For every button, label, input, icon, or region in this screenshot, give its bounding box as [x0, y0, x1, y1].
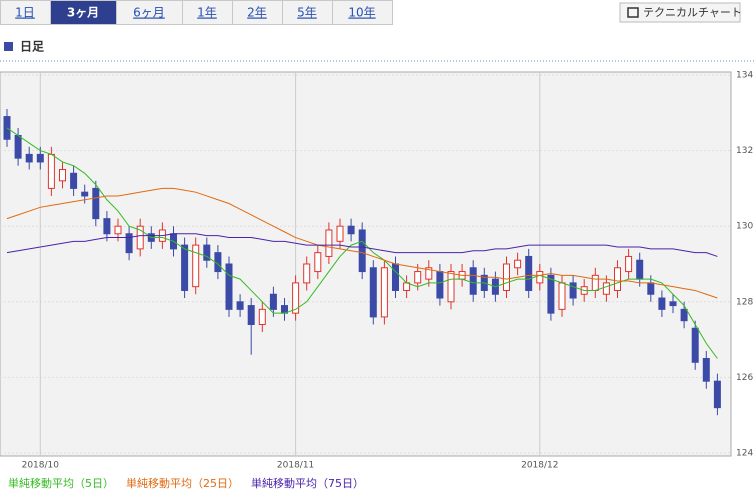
candle-body: [503, 263, 510, 291]
candle-body: [558, 282, 566, 310]
candle-body: [36, 153, 44, 163]
candle-body: [680, 308, 688, 322]
candle-body: [292, 282, 300, 314]
candle-body: [547, 274, 555, 314]
candle-body: [236, 301, 244, 310]
candle-body: [25, 153, 33, 163]
tab[interactable]: [232, 0, 283, 25]
button-icon: [627, 7, 639, 18]
candle-body: [269, 293, 277, 310]
tab-label[interactable]: 10年: [348, 6, 375, 20]
candle-body: [514, 259, 522, 269]
technical-button[interactable]: [619, 2, 741, 23]
candle-body: [647, 282, 655, 295]
y-tick-label: 126: [736, 373, 753, 383]
candle-body: [614, 267, 621, 291]
candle-body: [114, 225, 122, 235]
candle-body: [436, 271, 444, 299]
candle-body: [636, 259, 644, 280]
candle-body: [92, 187, 100, 220]
candle-body: [447, 271, 455, 303]
tab[interactable]: [116, 0, 183, 25]
candle-body: [469, 267, 477, 295]
candle-body: [181, 244, 189, 291]
candle-body: [103, 218, 111, 235]
ma-line: [6, 233, 718, 257]
legend-entry: 単純移動平均（25日）: [126, 476, 239, 490]
candle-body: [192, 244, 200, 288]
candle-body: [203, 244, 211, 261]
candle-body: [303, 263, 311, 284]
candle-body: [591, 274, 599, 291]
candle-body: [602, 282, 610, 295]
candle-body: [81, 191, 89, 197]
candle-body: [347, 225, 355, 235]
x-tick-label: 2018/12: [521, 461, 558, 471]
candle-body: [369, 267, 377, 318]
tab-label[interactable]: 1日: [15, 6, 35, 20]
candle-body: [569, 282, 577, 299]
candle-body: [414, 271, 422, 284]
tab[interactable]: [50, 0, 117, 25]
candle-body: [125, 233, 133, 254]
candle-body: [358, 229, 366, 273]
y-tick-label: 130: [736, 222, 753, 232]
candle-body: [225, 263, 233, 310]
candle-body: [70, 172, 78, 189]
x-tick-label: 2018/10: [22, 461, 60, 471]
tab-label[interactable]: 1年: [197, 6, 217, 20]
y-tick-label: 134: [736, 71, 753, 81]
tab-label[interactable]: 2年: [247, 6, 267, 20]
button-label[interactable]: テクニカルチャート: [643, 6, 742, 19]
candle-body: [525, 255, 533, 291]
y-tick-label: 124: [736, 449, 753, 459]
tab[interactable]: [0, 0, 51, 25]
heading-icon: [4, 42, 13, 51]
candle-body: [625, 255, 633, 273]
candle-body: [336, 225, 344, 242]
candle-body: [47, 153, 55, 189]
tab-label[interactable]: 5年: [297, 6, 317, 20]
candle-body: [136, 225, 144, 250]
candle-body: [658, 297, 666, 310]
candle-body: [713, 380, 721, 409]
candle-body: [392, 263, 399, 291]
tab-label[interactable]: 6ヶ月: [133, 6, 165, 20]
y-tick-label: 128: [736, 297, 753, 307]
candle-body: [425, 267, 433, 280]
y-tick-label: 132: [736, 146, 753, 156]
candle-body: [702, 358, 710, 382]
candle-body: [14, 134, 22, 159]
candle-body: [247, 305, 255, 325]
legend-entry: 単純移動平均（75日）: [251, 476, 364, 490]
heading: 日足: [20, 40, 44, 54]
candle-body: [314, 252, 322, 273]
tab[interactable]: [332, 0, 393, 25]
candle-body: [669, 301, 677, 307]
candle-body: [691, 327, 699, 363]
tab-label[interactable]: 3ヶ月: [67, 6, 99, 20]
candle-body: [59, 169, 66, 182]
candle-body: [536, 271, 544, 284]
candle-body: [380, 267, 388, 318]
legend-entry: 単純移動平均（5日）: [8, 476, 114, 490]
ma-line: [6, 187, 718, 299]
candle-body: [258, 308, 266, 325]
ma-line: [6, 127, 718, 359]
x-tick-label: 2018/11: [277, 461, 314, 471]
candle-body: [325, 229, 333, 257]
